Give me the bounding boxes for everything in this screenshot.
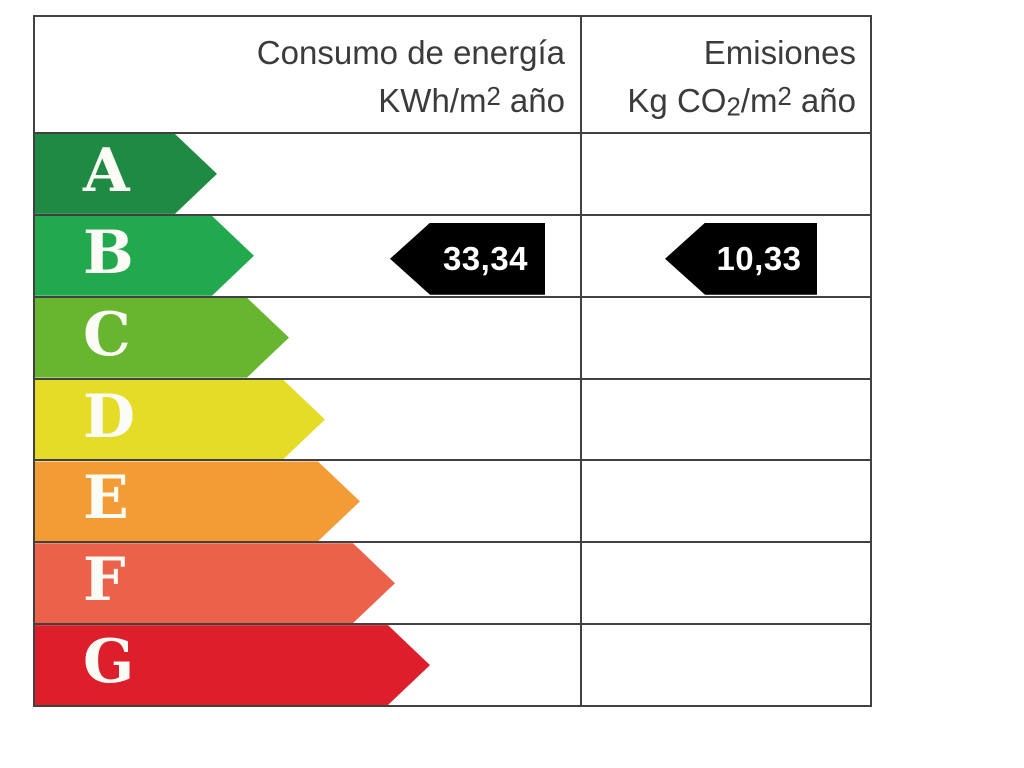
rating-arrow-f: F — [35, 543, 395, 623]
rating-row-a: A — [35, 132, 870, 214]
rating-letter-a: A — [83, 135, 130, 206]
superscript-2: 2 — [486, 83, 501, 111]
rating-row-g: G — [35, 623, 870, 705]
table-header: Consumo de energía KWh/m2 año Emisiones … — [35, 17, 870, 132]
consumption-header-line2: KWh/m2 año — [378, 82, 565, 120]
rating-rows: A B 33,34 10,33 C D E F G — [35, 132, 870, 705]
rating-row-f: F — [35, 541, 870, 623]
emissions-header-line1: Emisiones — [703, 34, 856, 71]
rating-arrow-e: E — [35, 461, 360, 541]
rating-letter-g: G — [83, 627, 135, 698]
consumption-value-marker: 33,34 — [390, 222, 545, 295]
rating-arrow-b: B — [35, 216, 254, 296]
consumption-header: Consumo de energía KWh/m2 año — [35, 17, 580, 132]
column-divider — [580, 17, 582, 705]
rating-letter-c: C — [83, 299, 131, 370]
rating-row-b: B 33,34 10,33 — [35, 213, 870, 296]
rating-row-e: E — [35, 459, 870, 541]
rating-letter-e: E — [83, 463, 129, 534]
rating-letter-b: B — [83, 217, 134, 288]
consumption-header-line1: Consumo de energía — [256, 34, 565, 71]
emissions-header-line2: Kg CO2/m2 año — [627, 82, 856, 122]
rating-arrow-a: A — [35, 134, 217, 214]
rating-letter-f: F — [83, 545, 126, 616]
emissions-value-marker: 10,33 — [665, 222, 817, 295]
rating-row-c: C — [35, 295, 870, 378]
emissions-value-label: 10,33 — [716, 239, 802, 277]
consumption-value-label: 33,34 — [442, 239, 529, 277]
rating-arrow-g: G — [35, 625, 430, 705]
energy-rating-table: Consumo de energía KWh/m2 año Emisiones … — [33, 15, 872, 707]
rating-arrow-c: C — [35, 298, 289, 378]
subscript-2: 2 — [726, 93, 741, 122]
emissions-header: Emisiones Kg CO2/m2 año — [580, 17, 870, 132]
rating-row-d: D — [35, 377, 870, 460]
rating-arrow-d: D — [35, 380, 325, 460]
superscript-2: 2 — [777, 83, 792, 111]
rating-letter-d: D — [83, 381, 136, 452]
